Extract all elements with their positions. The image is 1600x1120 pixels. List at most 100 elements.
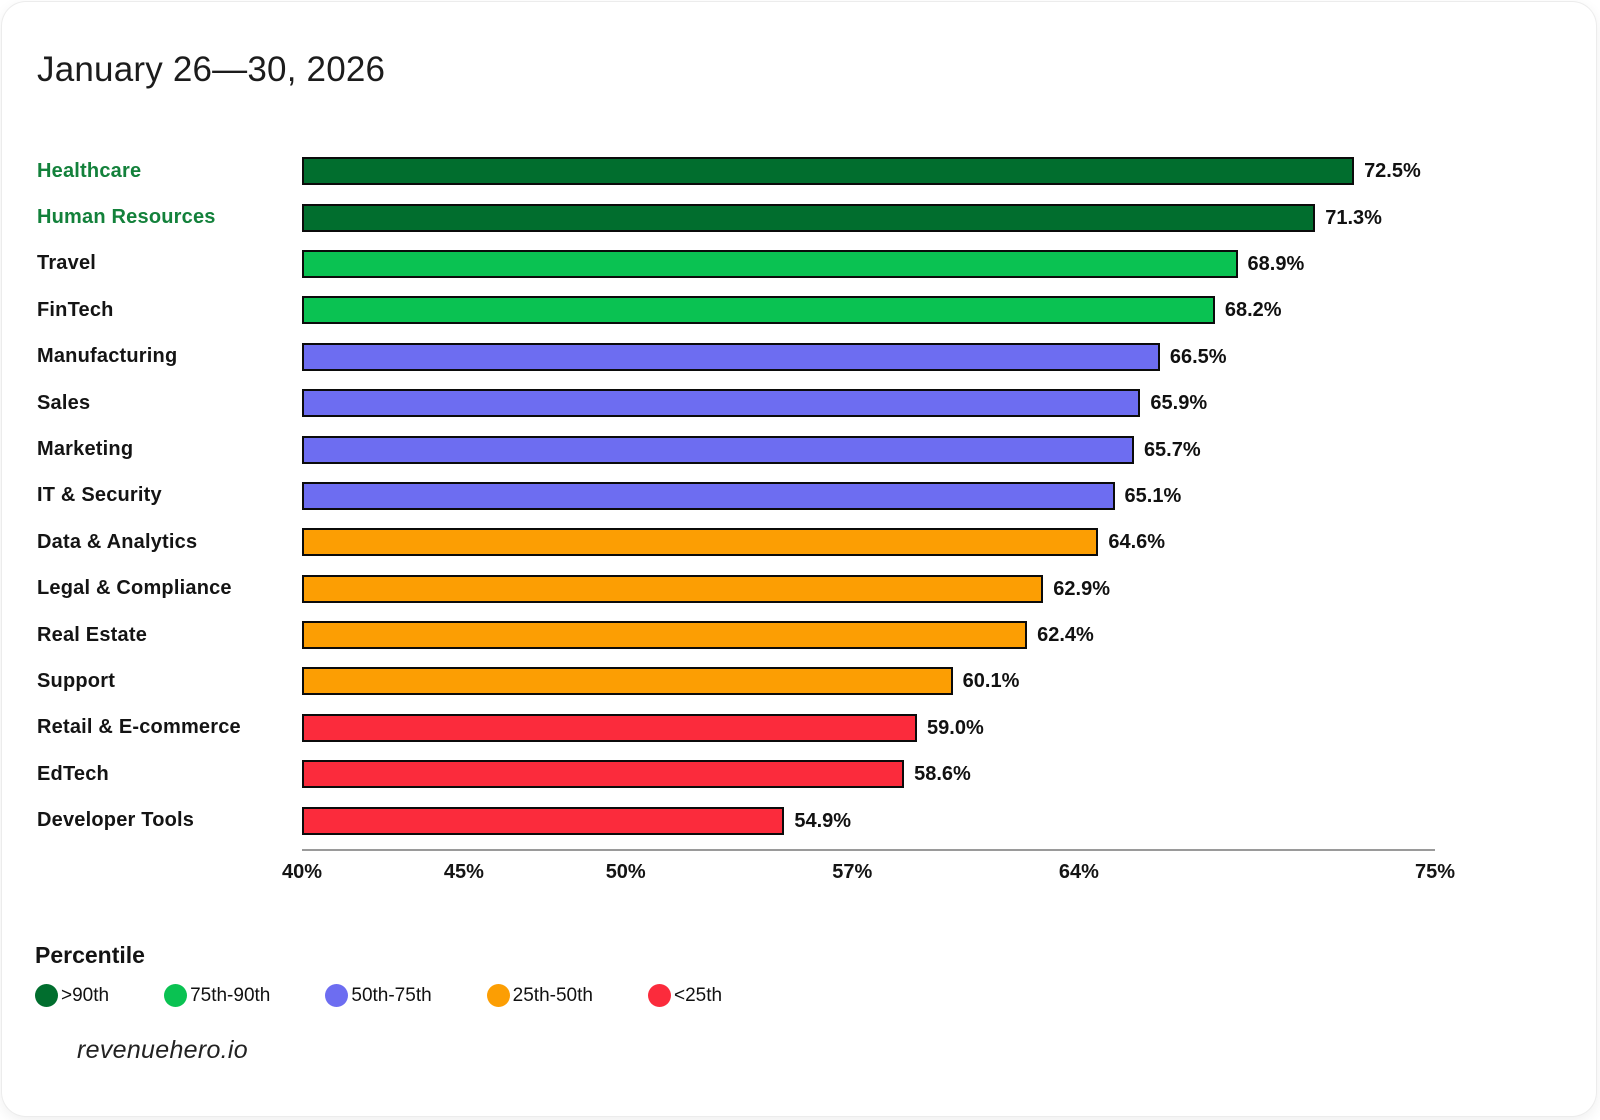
category-label: Real Estate — [37, 623, 148, 646]
value-label: 58.6% — [914, 763, 971, 786]
bar — [302, 806, 785, 835]
bar-row: Support 60.1% — [37, 658, 1435, 704]
category-label: Sales — [37, 391, 91, 414]
bar — [302, 528, 1099, 557]
category-label: FinTech — [37, 298, 114, 321]
bar — [302, 296, 1215, 325]
legend-dot-icon — [325, 984, 349, 1007]
axis-tick-label: 57% — [832, 861, 873, 883]
value-label: 66.5% — [1169, 345, 1227, 368]
bar-track: 54.9% — [302, 806, 1435, 835]
value-label: 60.1% — [962, 670, 1020, 693]
bar-row: Real Estate 62.4% — [37, 612, 1435, 658]
category-label: Retail & E-commerce — [37, 716, 241, 739]
legend-item-label: 25th-50th — [512, 984, 593, 1006]
bar-track: 68.9% — [302, 249, 1435, 278]
bar-row: Marketing 65.7% — [37, 426, 1435, 472]
category-label: Human Resources — [37, 206, 216, 229]
value-label: 62.4% — [1037, 624, 1094, 647]
legend-item-label: 50th-75th — [351, 984, 432, 1006]
bar-row: Developer Tools 54.9% — [37, 797, 1435, 843]
bar-row: EdTech 58.6% — [37, 751, 1435, 797]
category-label: Healthcare — [37, 159, 142, 182]
bar — [302, 621, 1028, 650]
bar-track: 71.3% — [302, 203, 1435, 232]
bar-row: Travel 68.9% — [37, 241, 1435, 287]
legend-item: <25th — [647, 984, 723, 1007]
value-label: 54.9% — [794, 809, 852, 832]
category-label: Marketing — [37, 438, 134, 461]
bar — [302, 574, 1044, 603]
value-label: 71.3% — [1325, 206, 1382, 229]
legend-title: Percentile — [35, 942, 145, 968]
bar-track: 66.5% — [302, 342, 1435, 371]
bar-row: Sales 65.9% — [37, 380, 1435, 426]
category-label: Manufacturing — [37, 345, 178, 368]
category-label: Travel — [37, 252, 97, 275]
category-label: Legal & Compliance — [37, 577, 232, 600]
value-label: 68.2% — [1224, 299, 1282, 322]
bar-row: Data & Analytics 64.6% — [37, 519, 1435, 565]
bar — [302, 435, 1134, 464]
bar-track: 64.6% — [302, 528, 1435, 557]
legend-item: 50th-75th — [325, 984, 432, 1007]
category-label: IT & Security — [37, 484, 162, 507]
legend-dot-icon — [647, 984, 671, 1007]
value-label: 68.9% — [1247, 252, 1305, 275]
legend-item-label: <25th — [673, 984, 723, 1006]
bar-track: 62.4% — [302, 621, 1435, 650]
axis-tick-label: 40% — [281, 861, 323, 883]
bar-row: Healthcare 72.5% — [37, 148, 1435, 194]
bar — [302, 760, 905, 789]
legend-dot-icon — [35, 984, 58, 1007]
x-axis: 40% 45% 50% 57% 64% 75% — [282, 849, 1455, 883]
bar — [302, 667, 953, 696]
legend-item: 25th-50th — [486, 984, 593, 1007]
bar-row: FinTech 68.2% — [37, 287, 1435, 333]
axis-tick-label: 50% — [605, 861, 646, 883]
value-label: 59.0% — [927, 716, 984, 739]
bar — [302, 203, 1316, 232]
bar-track: 59.0% — [302, 713, 1435, 742]
chart-title: January 26—30, 2026 — [37, 50, 386, 89]
bar-row: IT & Security 65.1% — [37, 473, 1435, 519]
bar — [302, 249, 1238, 278]
bar-row: Human Resources 71.3% — [37, 194, 1435, 240]
bar — [302, 389, 1141, 418]
legend-item-label: 75th-90th — [190, 984, 271, 1006]
bar-track: 72.5% — [302, 157, 1435, 186]
bar-row: Manufacturing 66.5% — [37, 334, 1435, 380]
bar-row: Legal & Compliance 62.9% — [37, 566, 1435, 612]
footer-brand: revenuehero.io — [77, 1036, 248, 1064]
bar-track: 68.2% — [302, 296, 1435, 325]
bar-track: 65.7% — [302, 435, 1435, 464]
category-label: EdTech — [37, 762, 109, 785]
value-label: 72.5% — [1364, 160, 1421, 183]
bar-track: 65.9% — [302, 389, 1435, 418]
value-label: 65.7% — [1143, 438, 1201, 461]
axis-tick-label: 75% — [1414, 861, 1456, 883]
value-label: 65.1% — [1124, 484, 1182, 507]
axis-tick-label: 64% — [1058, 861, 1099, 883]
bar-row: Retail & E-commerce 59.0% — [37, 705, 1435, 751]
category-label: Data & Analytics — [37, 530, 198, 553]
bar — [302, 481, 1115, 510]
legend-items: >90th 75th-90th 50th-75th 25th-50th <25th — [35, 984, 722, 1007]
bar — [302, 157, 1355, 186]
legend-dot-icon — [164, 984, 188, 1007]
category-label: Support — [37, 669, 116, 692]
axis-tick-label: 45% — [443, 861, 484, 883]
bar-track: 62.9% — [302, 574, 1435, 603]
value-label: 65.9% — [1150, 392, 1208, 415]
value-label: 62.9% — [1053, 577, 1111, 600]
bar — [302, 713, 918, 742]
bar-track: 58.6% — [302, 760, 1435, 789]
legend: Percentile >90th 75th-90th 50th-75th 25th-5… — [35, 942, 722, 1007]
legend-dot-icon — [486, 984, 510, 1007]
legend-item: >90th — [35, 984, 109, 1007]
bar-track: 60.1% — [302, 667, 1435, 696]
value-label: 64.6% — [1108, 531, 1166, 554]
bar — [302, 342, 1160, 371]
legend-item: 75th-90th — [164, 984, 270, 1007]
